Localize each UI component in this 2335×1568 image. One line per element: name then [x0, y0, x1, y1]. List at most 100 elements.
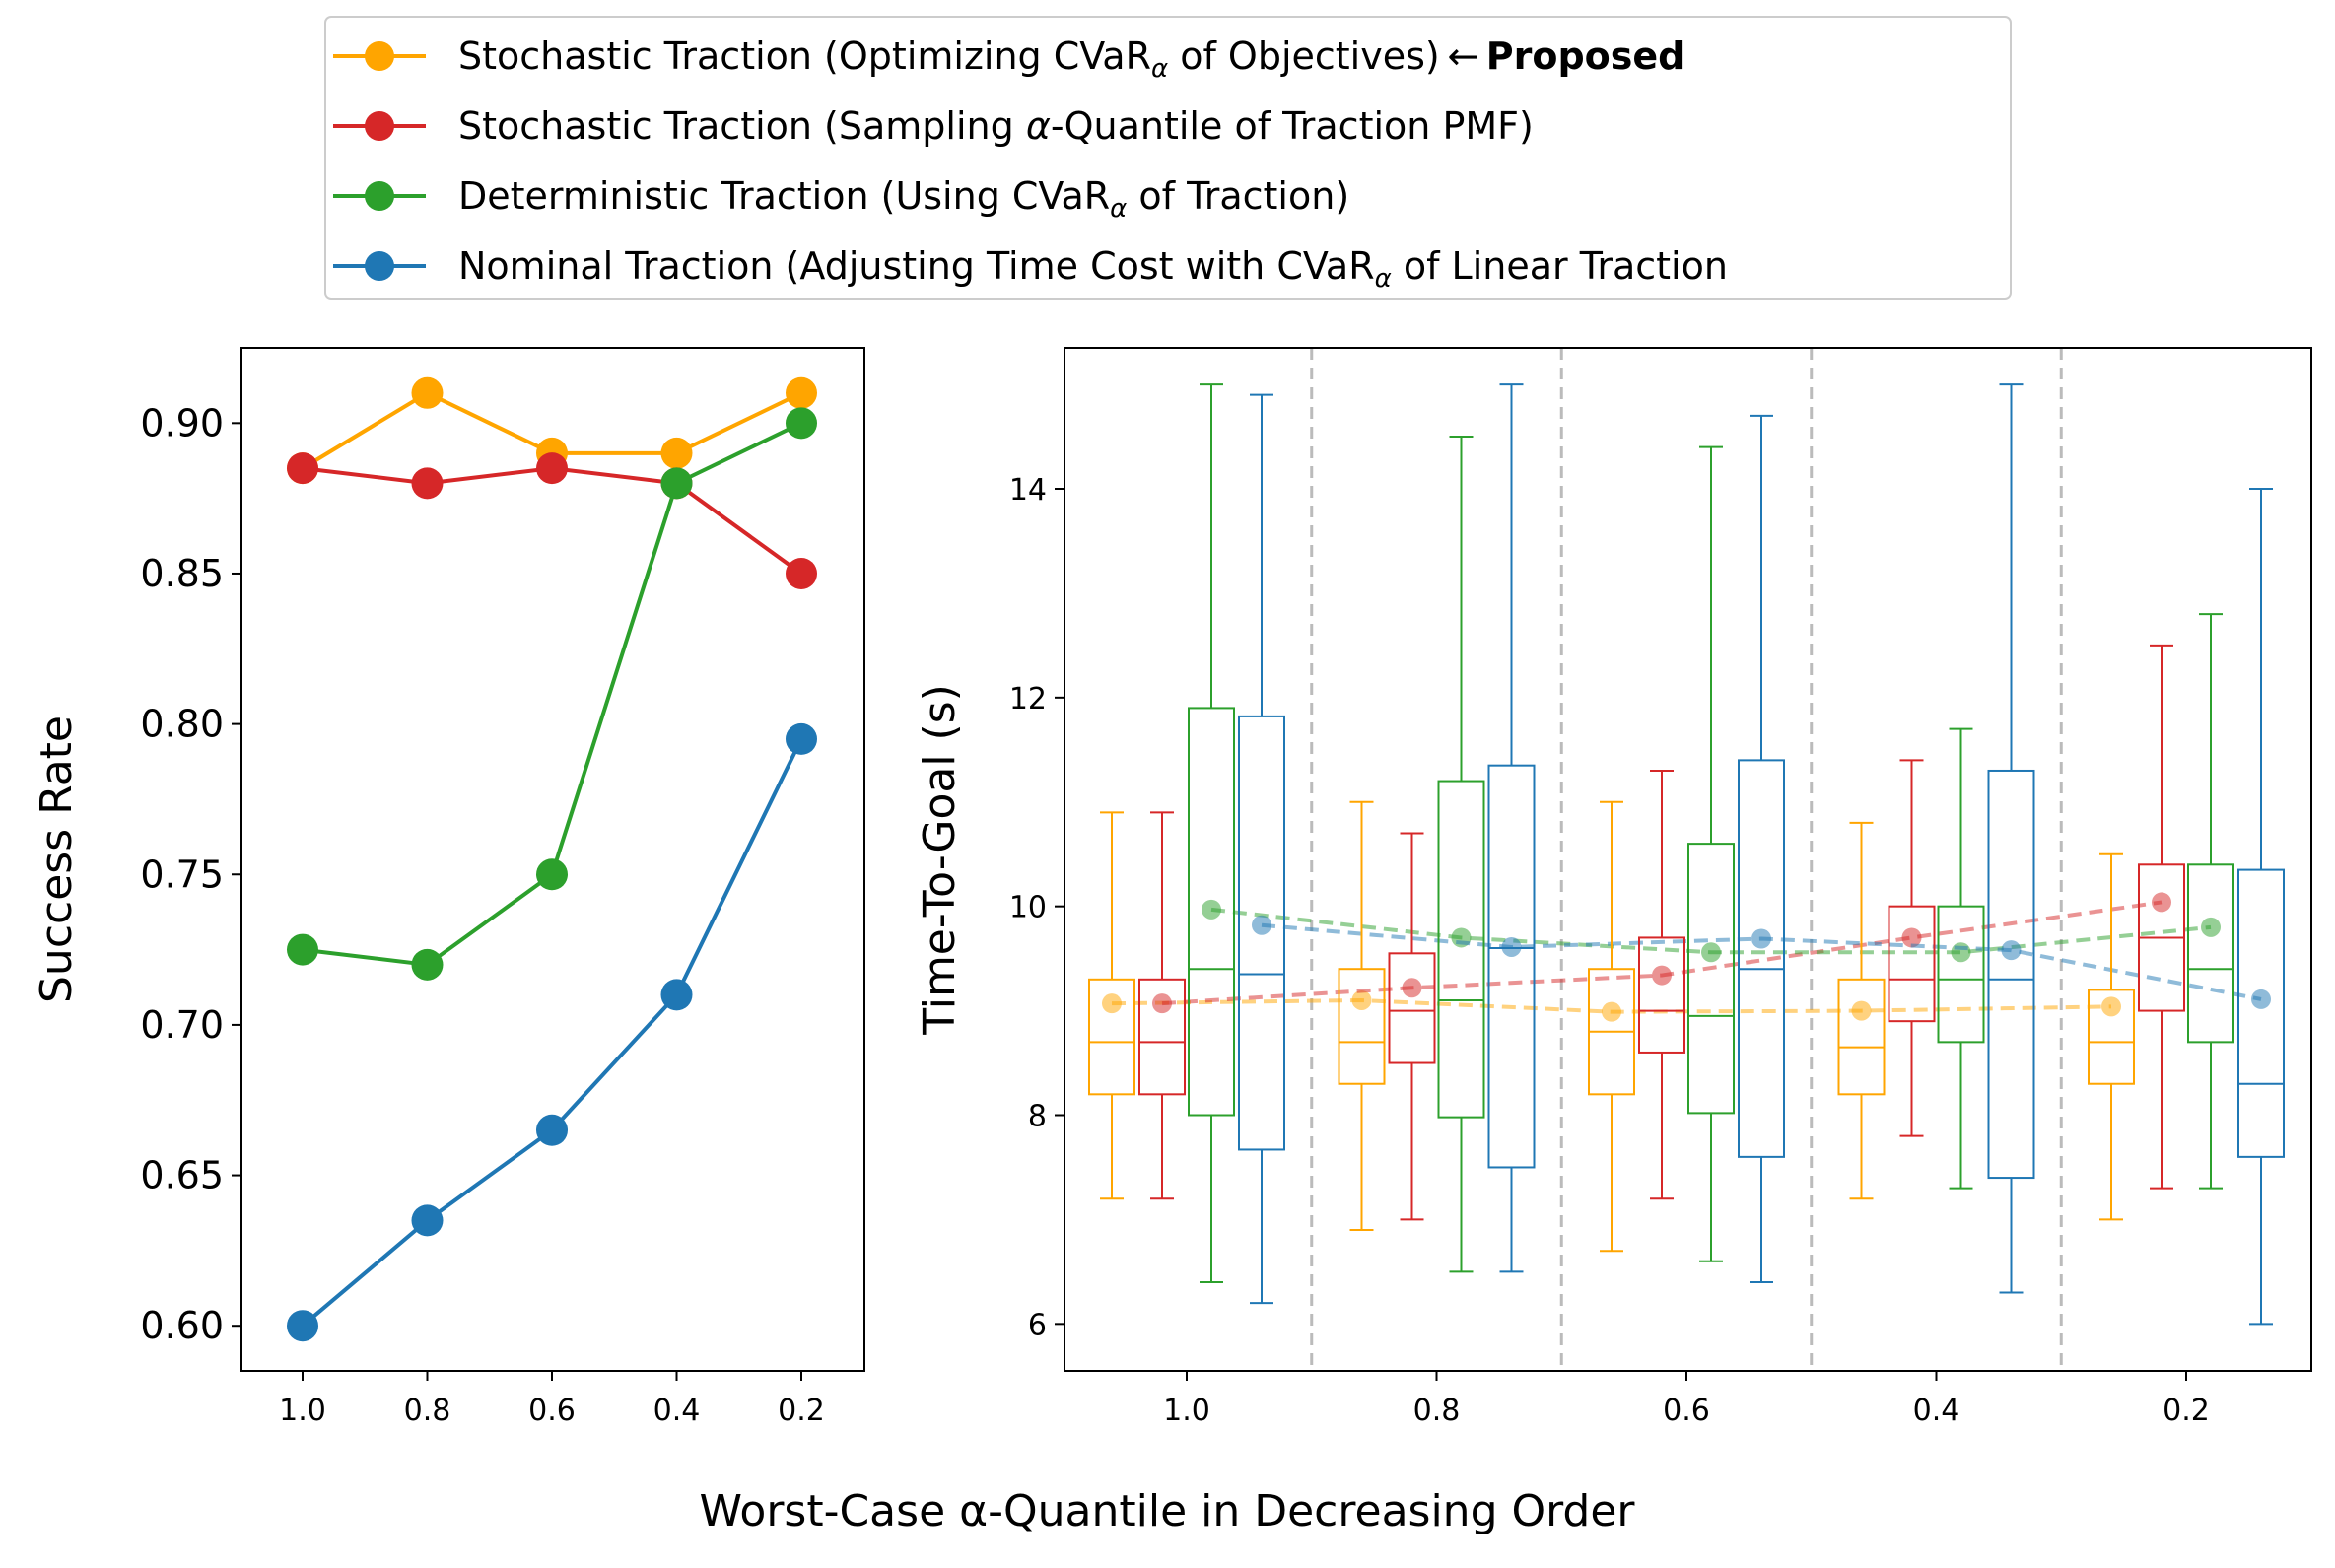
mean-point-3 [2251, 989, 2271, 1009]
box-series-3-group-4 [2237, 487, 2285, 1326]
left-series-point-0 [786, 376, 817, 409]
left-series-point-2 [660, 467, 693, 500]
box-series-2-group-2 [1687, 445, 1735, 1262]
box-iqr [1088, 978, 1135, 1096]
left-series-point-0 [411, 376, 444, 409]
mean-point-0 [1351, 989, 1372, 1010]
box-series-1-group-3 [1888, 759, 1936, 1137]
left-series-point-3 [660, 979, 693, 1011]
left-x-tick-label: 0.8 [404, 1394, 451, 1428]
box-series-2-group-4 [2187, 613, 2234, 1190]
left-series-line-1 [302, 466, 803, 576]
right-x-tick-label: 0.4 [1913, 1394, 1960, 1428]
box-series-2-group-0 [1188, 383, 1235, 1283]
box-iqr [1338, 968, 1386, 1085]
left-y-axis-label: Success Rate [32, 716, 82, 1003]
right-axes-frame [1064, 347, 2312, 1372]
left-x-tick-label: 1.0 [279, 1394, 326, 1428]
right-y-tick-label: 10 [1009, 891, 1047, 925]
box-series-0-group-2 [1588, 800, 1635, 1253]
box-series-2-group-3 [1937, 727, 1985, 1190]
mean-point-0 [2101, 996, 2121, 1017]
box-iqr [1987, 769, 2035, 1180]
mean-point-1 [1152, 993, 1172, 1014]
box-iqr [1437, 780, 1485, 1119]
mean-point-2 [1202, 899, 1221, 920]
left-x-tick-label: 0.4 [653, 1394, 701, 1428]
mean-point-2 [1701, 942, 1721, 963]
box-series-3-group-3 [1987, 383, 2035, 1294]
mean-point-2 [1951, 942, 1971, 963]
left-y-tick-label: 0.75 [140, 852, 224, 896]
box-iqr [1937, 905, 1985, 1044]
legend-marker-3 [365, 251, 394, 281]
left-y-tick-label: 0.85 [140, 552, 224, 595]
box-series-2-group-1 [1437, 436, 1485, 1273]
legend-marker-1 [365, 111, 394, 141]
box-iqr [2088, 989, 2135, 1085]
right-y-tick-label: 6 [1028, 1308, 1047, 1342]
left-series-point-1 [536, 452, 568, 485]
left-series-point-3 [411, 1204, 444, 1237]
box-iqr [1888, 905, 1936, 1023]
box-series-3-group-0 [1238, 393, 1285, 1305]
left-y-tick-label: 0.65 [140, 1154, 224, 1197]
box-iqr [2187, 863, 2234, 1044]
left-series-point-2 [411, 948, 444, 981]
right-x-tick-label: 0.8 [1413, 1394, 1461, 1428]
legend-label-3: Nominal Traction (Adjusting Time Cost wi… [458, 244, 1728, 294]
right-x-tick-label: 0.2 [2163, 1394, 2210, 1428]
left-series-point-1 [287, 452, 318, 485]
legend-label-1: Stochastic Traction (Sampling α-Quantile… [458, 104, 1534, 148]
mean-point-1 [1402, 978, 1422, 998]
mean-point-2 [2201, 917, 2221, 937]
mean-point-0 [1102, 993, 1122, 1014]
left-series-line-3 [301, 738, 803, 1328]
left-series-point-3 [536, 1114, 568, 1146]
box-iqr [1388, 952, 1436, 1064]
mean-point-1 [2152, 892, 2171, 913]
mean-point-0 [1851, 1000, 1872, 1021]
box-series-1-group-2 [1638, 769, 1685, 1200]
shared-x-axis-label: Worst-Case α-Quantile in Decreasing Orde… [699, 1486, 1635, 1536]
right-y-tick-label: 8 [1028, 1100, 1047, 1134]
right-x-tick-label: 0.6 [1663, 1394, 1710, 1428]
left-y-tick-label: 0.80 [140, 703, 224, 746]
box-series-1-group-1 [1388, 832, 1436, 1221]
left-x-tick-label: 0.6 [528, 1394, 576, 1428]
left-series-point-2 [287, 933, 318, 966]
box-series-0-group-1 [1338, 800, 1386, 1232]
mean-point-1 [1652, 965, 1672, 986]
legend-marker-0 [365, 41, 394, 71]
right-y-tick-label: 12 [1009, 682, 1047, 716]
box-series-0-group-0 [1088, 811, 1135, 1200]
right-y-axis-label: Time-To-Goal (s) [915, 684, 965, 1036]
box-series-1-group-0 [1138, 811, 1186, 1200]
box-iqr [2237, 868, 2285, 1158]
box-iqr [1687, 843, 1735, 1115]
box-series-3-group-1 [1487, 383, 1536, 1273]
box-iqr [1238, 715, 1285, 1151]
left-series-point-2 [786, 407, 817, 440]
box-iqr [1738, 759, 1785, 1158]
left-series-point-3 [287, 1310, 318, 1342]
left-series-point-3 [786, 722, 817, 755]
right-x-tick-label: 1.0 [1163, 1394, 1210, 1428]
left-y-tick-label: 0.60 [140, 1304, 224, 1347]
box-series-0-group-4 [2088, 852, 2135, 1221]
box-iqr [1138, 978, 1186, 1096]
legend-label-2: Deterministic Traction (Using CVaRα of T… [458, 174, 1349, 224]
right-y-tick-label: 14 [1009, 473, 1047, 508]
legend-frame [324, 16, 2012, 300]
mean-point-1 [1901, 927, 1922, 948]
box-series-1-group-4 [2138, 644, 2185, 1190]
left-y-tick-label: 0.90 [140, 401, 224, 444]
legend-marker-2 [365, 181, 394, 211]
mean-point-3 [1252, 915, 1271, 935]
box-iqr [1837, 978, 1886, 1096]
time-to-goal-chart: 1.0 0.8 0.6 0.4 0.2 6 8 10 12 14 Time-To-Goal (s) [915, 347, 2312, 1428]
box-iqr [1188, 707, 1235, 1117]
mean-point-3 [2001, 940, 2022, 961]
mean-point-3 [1751, 928, 1771, 949]
